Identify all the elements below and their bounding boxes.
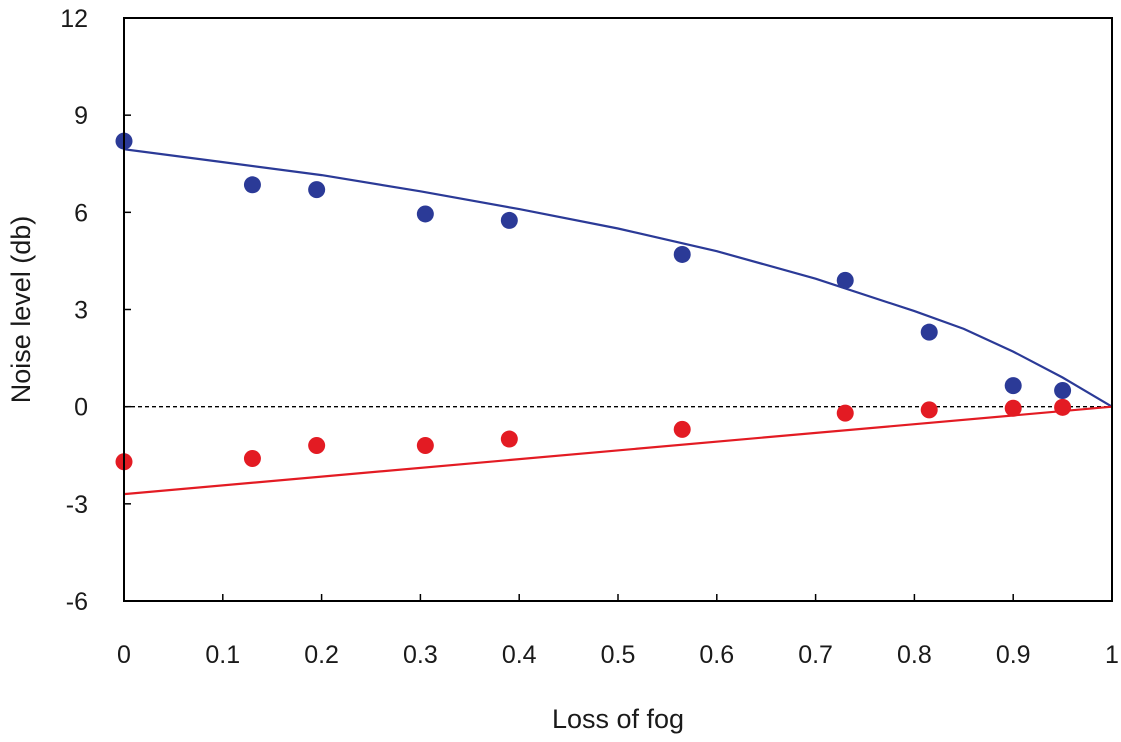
x-tick-label: 0.3: [403, 641, 438, 669]
x-axis-title: Loss of fog: [552, 704, 684, 734]
series-1-point-9: [1004, 377, 1022, 395]
x-tick-label: 0.8: [897, 641, 932, 669]
series-2-point-7: [836, 404, 854, 422]
series-1-point-7: [836, 271, 854, 289]
series-1-fit-line: [123, 148, 1113, 408]
plot-frame: [123, 17, 1113, 602]
y-tick-labels: -6 -3 0 3 6 9 12: [60, 5, 88, 616]
series-2-fit-line: [123, 405, 1113, 496]
x-tick-label: 0.6: [699, 641, 734, 669]
series-2-point-9: [1004, 399, 1022, 417]
series-2-point-5: [500, 430, 518, 448]
y-tick-label: -3: [66, 491, 88, 519]
x-tick-label: 1: [1105, 641, 1119, 669]
y-tick-label: 9: [74, 102, 88, 130]
series-1-point-3: [308, 181, 326, 199]
series-2-point-10: [1054, 398, 1072, 416]
y-axis-title: Noise level (db): [6, 216, 36, 404]
series-2-point-3: [308, 437, 326, 455]
x-tick-label: 0.4: [502, 641, 537, 669]
x-tick-label: 0: [117, 641, 131, 669]
x-tick-label: 0.7: [798, 641, 833, 669]
plot-area: [115, 17, 1113, 602]
series-1-point-10: [1054, 381, 1072, 399]
x-tick-label: 0.2: [304, 641, 339, 669]
series-2-point-4: [416, 437, 434, 455]
y-tick-label: 6: [74, 199, 88, 227]
series-2-point-8: [920, 401, 938, 419]
series-2-point-6: [673, 420, 691, 438]
series-1-point-2: [243, 176, 261, 194]
y-tick-label: 12: [60, 5, 88, 33]
y-tick-label: 3: [74, 297, 88, 325]
x-tick-label: 0.9: [996, 641, 1031, 669]
x-tick-label: 0.5: [601, 641, 636, 669]
series-1-point-6: [673, 245, 691, 263]
series-1-point-8: [920, 323, 938, 341]
x-tick-labels: 0 0.1 0.2 0.3 0.4 0.5 0.6 0.7 0.8 0.9 1: [117, 641, 1119, 669]
y-tick-label: 0: [74, 394, 88, 422]
series-1-point-4: [416, 205, 434, 223]
x-tick-label: 0.1: [205, 641, 240, 669]
y-tick-label: -6: [66, 588, 88, 616]
series-2-point-2: [243, 449, 261, 467]
series-1-point-5: [500, 211, 518, 229]
